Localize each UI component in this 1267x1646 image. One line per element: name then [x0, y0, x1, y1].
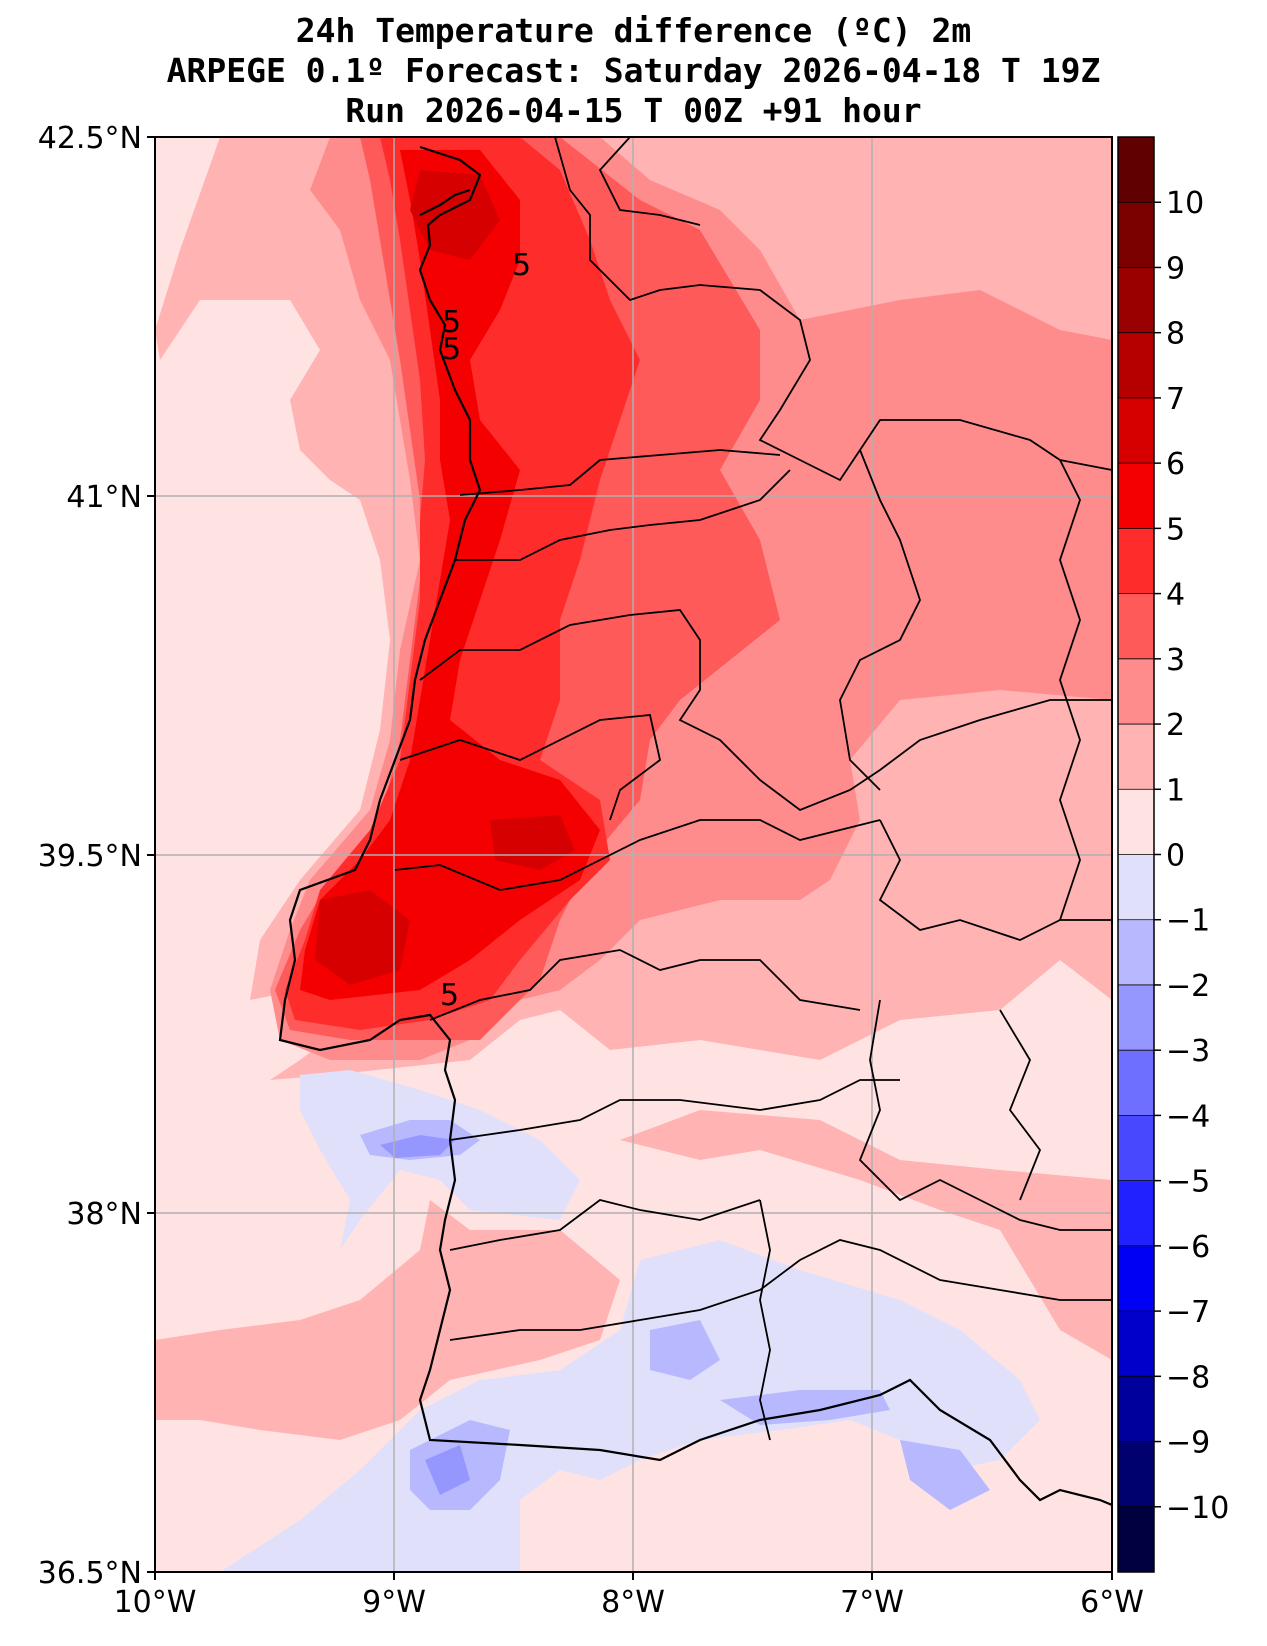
- colorbar-tick-label: −4: [1166, 1099, 1210, 1134]
- field-band-1-2-south: [155, 1200, 620, 1440]
- colorbar-tick-label: 3: [1166, 643, 1185, 678]
- colorbar-tick-label: 10: [1166, 186, 1204, 221]
- colorbar-tick-label: −6: [1166, 1230, 1210, 1265]
- colorbar-segment: [1118, 1245, 1154, 1312]
- lon-tick-label: 6°W: [1080, 1585, 1144, 1620]
- colorbar-tick-label: −1: [1166, 904, 1210, 939]
- colorbar-tick-label: −10: [1166, 1491, 1229, 1526]
- colorbar-tick-label: 6: [1166, 447, 1185, 482]
- lon-tick-labels: 10°W 9°W 8°W 7°W 6°W: [114, 1585, 1144, 1620]
- lat-tick-label: 41°N: [66, 480, 142, 515]
- colorbar-segment: [1118, 593, 1154, 660]
- contour-labels: 5 5 5 5: [440, 248, 531, 1013]
- lon-tick-label: 7°W: [840, 1585, 904, 1620]
- colorbar-segment: [1118, 1376, 1154, 1443]
- colorbar-segment: [1118, 1115, 1154, 1182]
- colorbar-tick-label: 0: [1166, 839, 1185, 874]
- field-band-6-7-north: [410, 170, 500, 260]
- gridlines: [155, 137, 1112, 1572]
- field-band-0-neg1: [300, 1070, 580, 1250]
- colorbar-segment: [1118, 984, 1154, 1051]
- colorbar-segment: [1118, 1311, 1154, 1377]
- colorbar-segment: [1118, 1506, 1154, 1573]
- coastline: [278, 145, 1112, 1507]
- lon-tick-label: 10°W: [114, 1585, 197, 1620]
- colorbar-segment: [1118, 137, 1154, 203]
- colorbar-tick-label: −5: [1166, 1165, 1210, 1200]
- colorbar-tick-label: −7: [1166, 1295, 1210, 1330]
- colorbar-segment: [1118, 1441, 1154, 1508]
- colorbar-segment: [1118, 1050, 1154, 1116]
- colorbar-tick-label: −2: [1166, 969, 1210, 1004]
- field-band-neg1-neg2-east: [650, 1320, 990, 1510]
- colorbar-tick-label: 2: [1166, 708, 1185, 743]
- lat-tick-label: 39.5°N: [38, 839, 142, 874]
- contour-label: 5: [442, 305, 461, 340]
- lat-tick-labels: 42.5°N 41°N 39.5°N 38°N 36.5°N: [38, 121, 142, 1591]
- colorbar-segment: [1118, 789, 1154, 855]
- colorbar-segment: [1118, 1180, 1154, 1247]
- lon-tick-label: 8°W: [601, 1585, 665, 1620]
- colorbar-tick-label: −3: [1166, 1034, 1210, 1069]
- colorbar-tick-label: 7: [1166, 382, 1185, 417]
- colorbar-segment: [1118, 919, 1154, 986]
- colorbar-segment: [1118, 528, 1154, 595]
- colorbar-segment: [1118, 463, 1154, 529]
- map-title-line-1: 24h Temperature difference (ºC) 2m: [295, 11, 972, 50]
- map-title-line-3: Run 2026-04-15 T 00Z +91 hour: [345, 91, 922, 130]
- field-band-neg2-neg3: [380, 1135, 470, 1495]
- contour-label: 5: [512, 248, 531, 283]
- colorbar-tick-label: 9: [1166, 251, 1185, 286]
- field-band-6-7-lisbon: [315, 890, 410, 985]
- field-band-1-2-east: [620, 1110, 1112, 1360]
- map-title-line-2: ARPEGE 0.1º Forecast: Saturday 2026-04-1…: [166, 51, 1101, 90]
- colorbar-segment: [1118, 397, 1154, 464]
- lat-tick-label: 38°N: [66, 1197, 142, 1232]
- colorbar-segment: [1118, 267, 1154, 334]
- lat-tick-label: 42.5°N: [38, 121, 142, 156]
- lat-tick-label: 36.5°N: [38, 1556, 142, 1591]
- colorbar-segment: [1118, 854, 1154, 921]
- lon-tick-label: 9°W: [362, 1585, 426, 1620]
- colorbar-tick-label: −8: [1166, 1360, 1210, 1395]
- colorbar-tick-label: 5: [1166, 512, 1185, 547]
- colorbar-tick-label: 8: [1166, 317, 1185, 352]
- colorbar-segment: [1118, 202, 1154, 268]
- axis-ticks: [147, 136, 1113, 1580]
- contour-label: 5: [442, 332, 461, 367]
- colorbar-segment: [1118, 724, 1154, 790]
- field-band-6-7-central: [490, 815, 575, 870]
- colorbar-segment: [1118, 658, 1154, 725]
- contour-label: 5: [440, 978, 459, 1013]
- colorbar-tick-label: −9: [1166, 1426, 1210, 1461]
- borders: [394, 137, 1112, 1441]
- colorbar-tick-label: 4: [1166, 578, 1185, 613]
- colorbar-segment: [1118, 332, 1154, 399]
- colorbar-tick-label: 1: [1166, 773, 1185, 808]
